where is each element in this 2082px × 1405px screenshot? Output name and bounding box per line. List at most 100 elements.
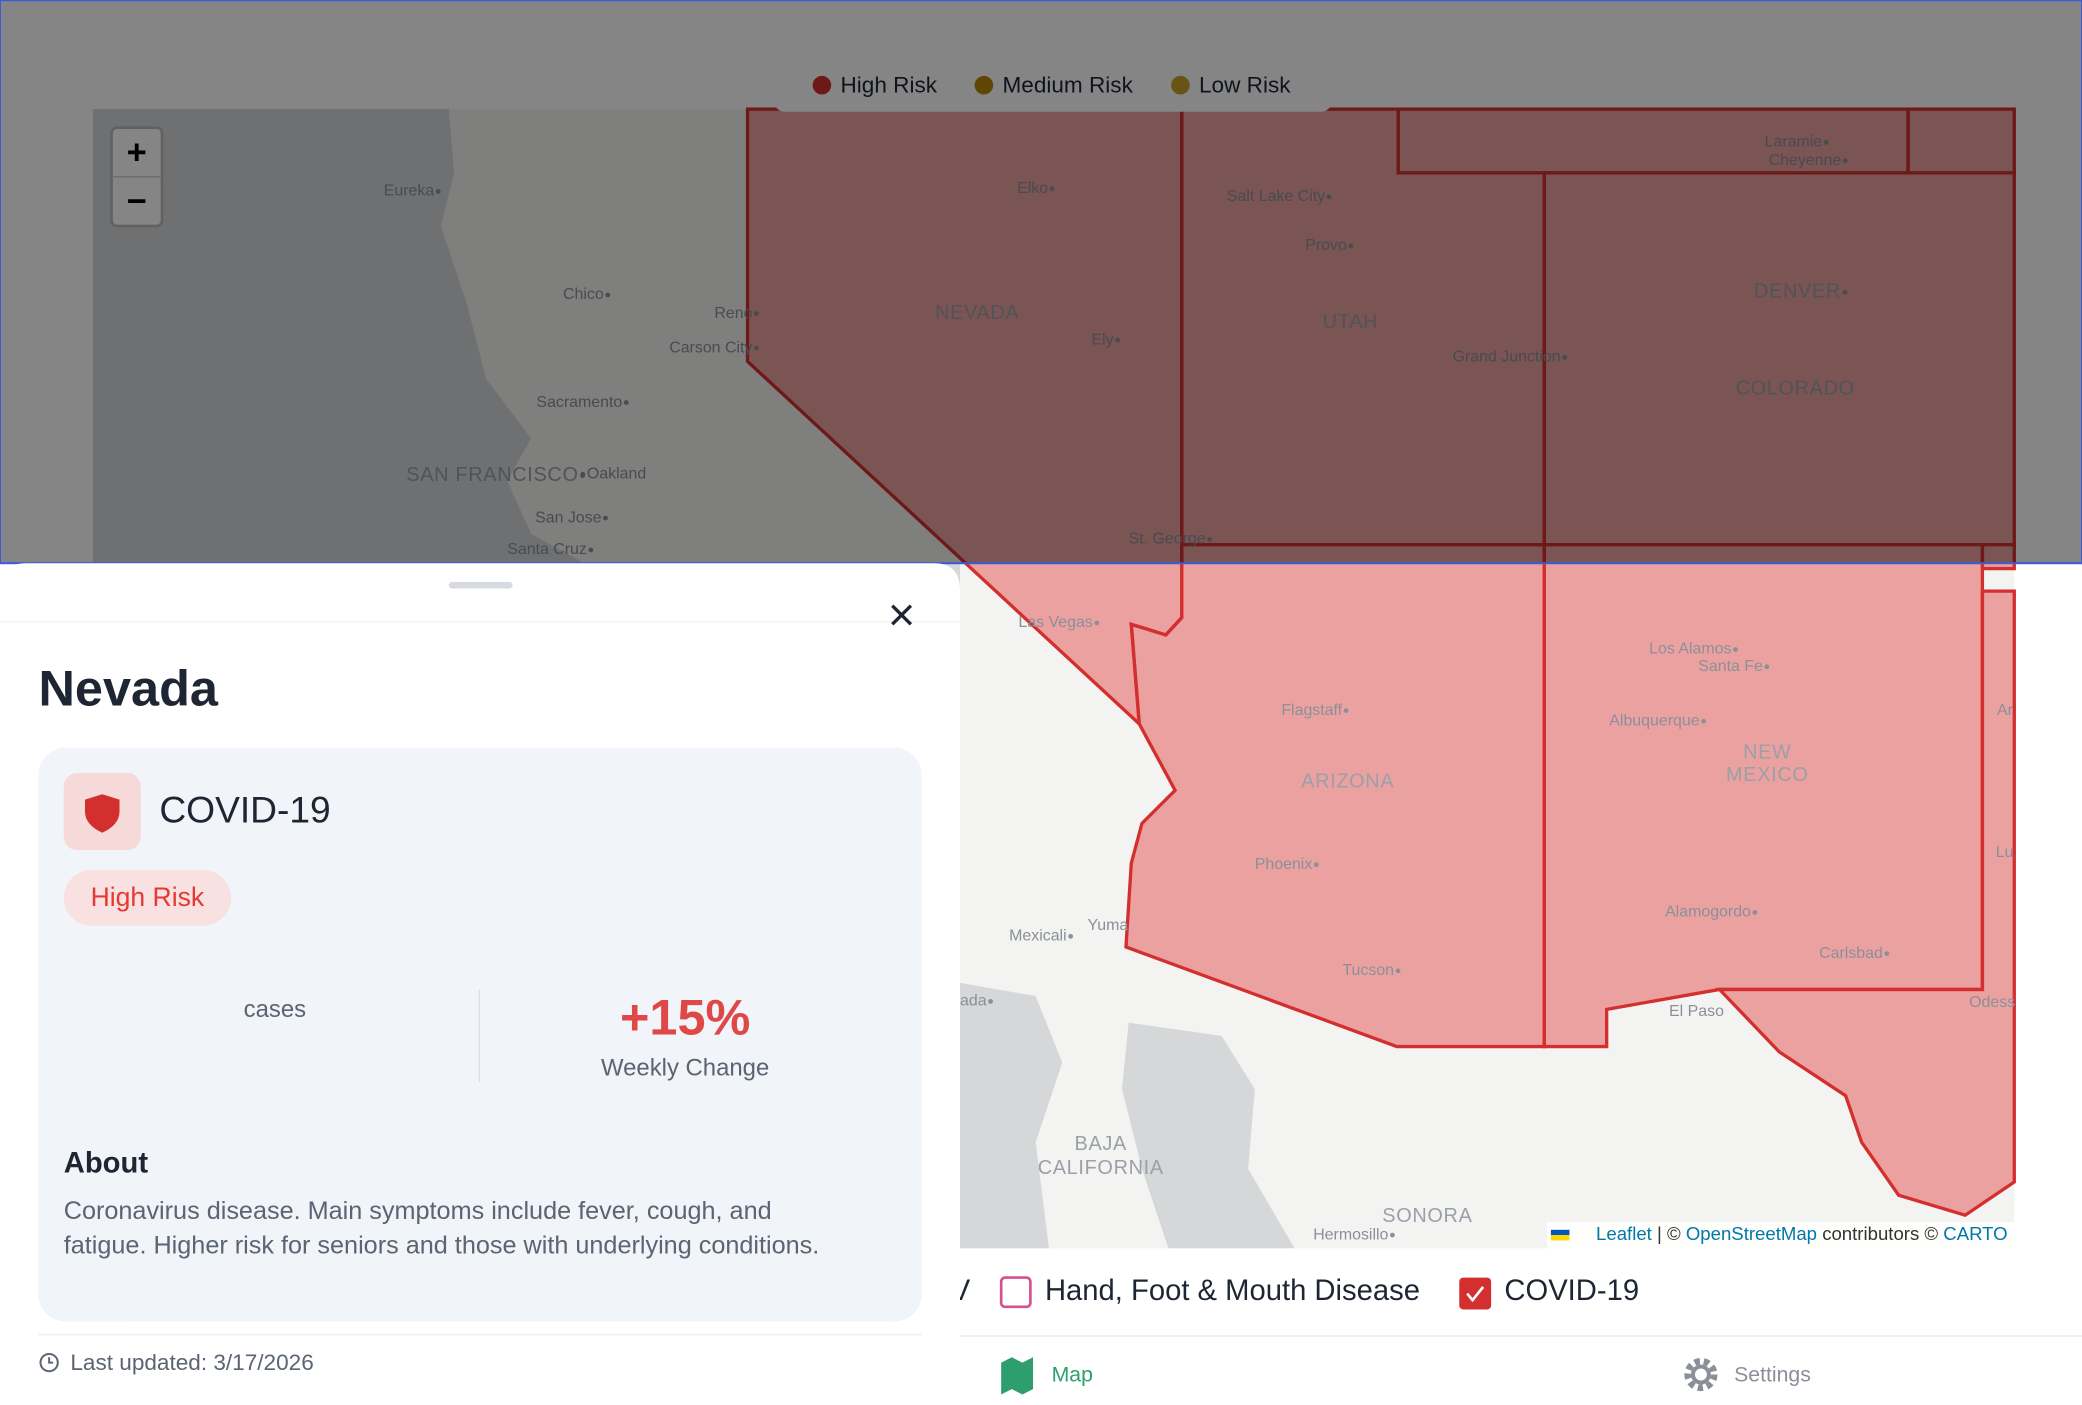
city-dot <box>988 999 993 1004</box>
city-dot <box>1752 910 1758 915</box>
stat-value: +15% <box>620 989 750 1046</box>
shield-icon <box>84 794 120 833</box>
city-label: Ely <box>1091 331 1113 348</box>
attribution-text: | © <box>1657 1223 1681 1244</box>
city-dot <box>1764 664 1770 670</box>
city-label: Santa Fe <box>1698 658 1763 675</box>
nav-settings[interactable]: Settings <box>1734 1362 1811 1386</box>
zoom-out[interactable]: − <box>127 183 147 221</box>
region-label: UTAH <box>1323 311 1378 333</box>
close-button[interactable] <box>891 604 913 626</box>
leaflet-link[interactable]: Leaflet <box>1596 1223 1653 1244</box>
city-label: Laramie <box>1765 134 1823 151</box>
city-dot <box>1842 158 1848 164</box>
state-texas[interactable] <box>1715 589 2016 1218</box>
city-label: Reno <box>714 305 752 322</box>
region-label: NEVADA <box>935 302 1019 324</box>
check <box>1466 1286 1485 1303</box>
filter-bar <box>960 1248 1822 1337</box>
city-dot <box>1326 194 1332 200</box>
about-text: fatigue. Higher risk for seniors and tho… <box>64 1232 820 1260</box>
stat-label: cases <box>244 996 306 1023</box>
city-dot <box>753 345 759 351</box>
state-new-mexico[interactable] <box>1542 542 1985 1049</box>
last-updated: Last updated: 3/17/2026 <box>70 1350 313 1375</box>
city-label: Yuma <box>1087 917 1128 934</box>
city-label: ada <box>960 993 987 1010</box>
city-dot <box>435 189 441 194</box>
region-label: MEXICO <box>1726 764 1809 786</box>
state-nebraska[interactable] <box>1906 107 2016 175</box>
city-dot <box>588 547 594 553</box>
city-label: Hermosillo <box>1313 1226 1388 1243</box>
city-label: Provo <box>1305 237 1347 254</box>
panel-title: Nevada <box>39 659 219 716</box>
city-dot <box>580 471 586 477</box>
zoom-in[interactable]: + <box>127 133 147 171</box>
city-label: Carlsbad <box>1819 945 1883 962</box>
city-label: St. George <box>1129 531 1206 548</box>
nav-map[interactable]: Map <box>1052 1362 1093 1386</box>
city-dot <box>1049 186 1055 192</box>
city-label: Sacramento <box>536 394 622 411</box>
region-label: COLORADO <box>1736 378 1855 400</box>
city-dot <box>1842 289 1848 295</box>
city-label: Salt Lake City <box>1227 188 1325 205</box>
city-label: Lu <box>1996 844 2014 861</box>
city-label: Grand Junction <box>1453 349 1561 366</box>
checkbox[interactable] <box>999 1276 1032 1309</box>
city-label: Flagstaff <box>1281 702 1342 719</box>
city-label: Los Alamos <box>1649 641 1731 658</box>
carto-link[interactable]: CARTO <box>1943 1223 2007 1244</box>
city-label: Mexicali <box>1009 928 1067 945</box>
filter-label[interactable]: COVID-19 <box>1504 1275 1639 1307</box>
city-label: Oakland <box>587 465 646 482</box>
city-label: Elko <box>1017 180 1048 197</box>
city-label: Phoenix <box>1255 856 1313 873</box>
city-label: Chico <box>563 286 604 303</box>
settings-icon <box>1690 1364 1711 1385</box>
city-label: DENVER <box>1754 281 1841 303</box>
risk-states <box>745 107 2016 1218</box>
city-dot <box>1389 1232 1395 1238</box>
disease-name: COVID-19 <box>159 789 330 831</box>
filter-label[interactable]: Hand, Foot & Mouth Disease <box>1045 1275 1420 1307</box>
city-label: San Jose <box>535 509 602 526</box>
city-dot <box>1562 355 1567 360</box>
city-dot <box>1068 933 1074 939</box>
city-label: Cheyenne <box>1769 152 1842 169</box>
city-dot <box>1701 718 1706 724</box>
risk-label: High Risk <box>91 882 205 912</box>
osm-link[interactable]: OpenStreetMap <box>1686 1223 1817 1244</box>
legend-label: High Risk <box>841 73 938 98</box>
city-dot <box>1115 337 1120 343</box>
attribution-bg <box>1546 1221 2015 1249</box>
region-label: BAJA <box>1075 1133 1127 1155</box>
bottom-nav <box>960 1336 2082 1400</box>
city-label: El Paso <box>1669 1003 1724 1020</box>
about-heading: About <box>64 1147 149 1179</box>
gulf <box>1121 1022 1295 1249</box>
city-dot <box>1313 862 1319 868</box>
city-dot <box>603 515 608 521</box>
city-label: Albuquerque <box>1609 712 1699 729</box>
legend-dot <box>1171 75 1190 95</box>
city-dot <box>1395 968 1401 974</box>
sheet-handle[interactable] <box>448 581 513 589</box>
city-dot <box>1884 951 1890 957</box>
city-label: SAN FRANCISCO <box>406 464 578 486</box>
modal-overlay[interactable] <box>0 0 2082 565</box>
attribution: Leaflet | © OpenStreetMap contributors ©… <box>1596 1223 2008 1244</box>
region-label: NEW <box>1743 741 1791 763</box>
risk-pill <box>63 869 232 926</box>
city-label: Las Vegas <box>1018 614 1092 631</box>
stat-label: Weekly Change <box>601 1054 769 1081</box>
region-label: ARIZONA <box>1301 771 1394 793</box>
city-dot <box>1207 536 1213 542</box>
checkbox-checked[interactable] <box>1459 1277 1492 1310</box>
legend-dot <box>812 75 832 95</box>
city-dot <box>1348 243 1354 249</box>
state-arizona[interactable] <box>1124 542 1546 1049</box>
city-dot <box>1343 708 1349 714</box>
